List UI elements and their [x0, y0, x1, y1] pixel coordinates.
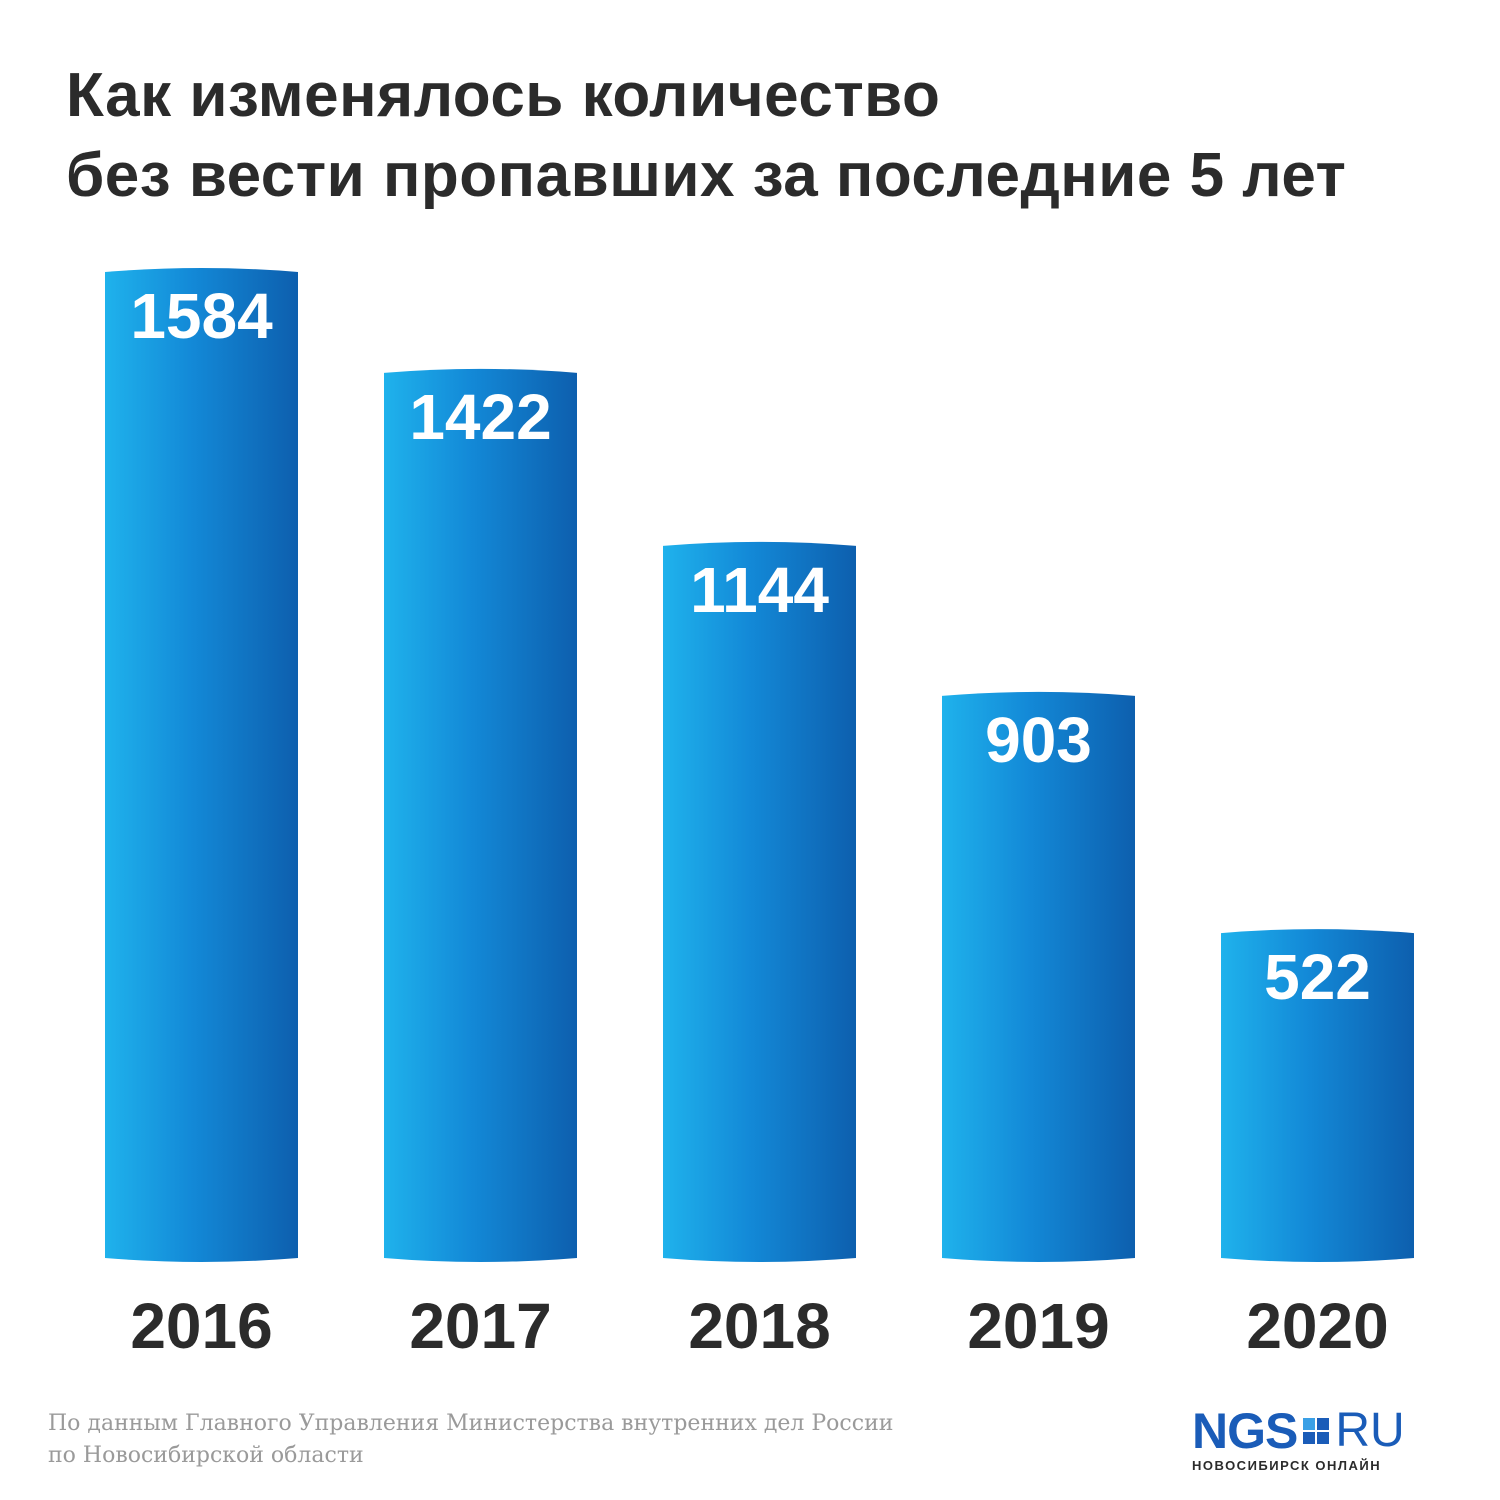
- source-line-2: по Новосибирской области: [48, 1443, 364, 1468]
- logo-subtitle: НОВОСИБИРСК ОНЛАЙН: [1192, 1458, 1382, 1473]
- bar-2016: [105, 268, 298, 1262]
- logo-square-icon: [1303, 1418, 1330, 1444]
- category-label-2016: 2016: [130, 1290, 272, 1362]
- bar-2018: [663, 541, 856, 1262]
- chart-title-line-1: Как изменялось количество: [66, 61, 941, 130]
- chart-title: Как изменялось количество без вести проп…: [66, 56, 1446, 216]
- value-label-2016: 1584: [130, 280, 273, 352]
- logo-ru-text: RU: [1335, 1404, 1405, 1457]
- source-note: По данным Главного Управления Министерст…: [48, 1408, 1048, 1472]
- logo-wordmark: NGS RU: [1192, 1403, 1472, 1459]
- chart-title-line-2: без вести пропавших за последние 5 лет: [66, 141, 1347, 210]
- category-labels-group: 2016 2017 2018 2019 2020: [130, 1290, 1388, 1362]
- bars-group: [105, 268, 1414, 1262]
- ngs-logo[interactable]: NGS RU НОВОСИБИРСК ОНЛАЙН: [1192, 1403, 1472, 1478]
- value-label-2018: 1144: [690, 554, 829, 626]
- category-label-2020: 2020: [1246, 1290, 1388, 1362]
- bar-2019: [942, 691, 1135, 1262]
- bar-2017: [384, 368, 577, 1262]
- category-label-2018: 2018: [688, 1290, 830, 1362]
- value-label-2020: 522: [1264, 941, 1371, 1013]
- bar-2020: [1221, 929, 1414, 1262]
- category-label-2017: 2017: [409, 1290, 551, 1362]
- source-line-1: По данным Главного Управления Министерст…: [48, 1411, 894, 1436]
- category-label-2019: 2019: [967, 1290, 1109, 1362]
- logo-ngs-text: NGS: [1192, 1403, 1298, 1459]
- value-label-2017: 1422: [409, 381, 551, 453]
- value-labels-group: 1584 1422 1144 903 522: [130, 280, 1371, 1013]
- value-label-2019: 903: [985, 704, 1092, 776]
